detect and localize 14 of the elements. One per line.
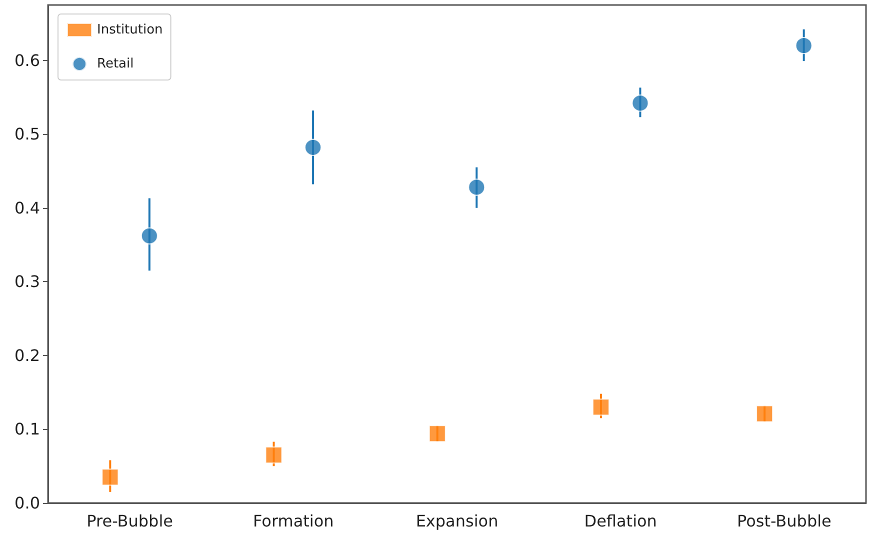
y-tick-label: 0.6 bbox=[14, 50, 40, 70]
legend-label: Institution bbox=[97, 22, 163, 38]
y-tick-label: 0.3 bbox=[14, 272, 40, 292]
y-tick-label: 0.2 bbox=[14, 346, 40, 365]
y-tick-label: 0.1 bbox=[14, 420, 40, 439]
x-tick-label: Pre-Bubble bbox=[86, 512, 173, 530]
legend-label: Retail bbox=[97, 56, 134, 72]
y-tick-label: 0.5 bbox=[14, 124, 40, 144]
y-tick-label: 0.0 bbox=[14, 494, 40, 512]
x-tick-label: Post-Bubble bbox=[736, 512, 832, 530]
x-tick-label: Expansion bbox=[416, 512, 498, 530]
x-tick-label: Deflation bbox=[584, 512, 657, 530]
x-tick-label: Formation bbox=[253, 512, 334, 530]
y-tick-label: 0.4 bbox=[14, 198, 40, 218]
